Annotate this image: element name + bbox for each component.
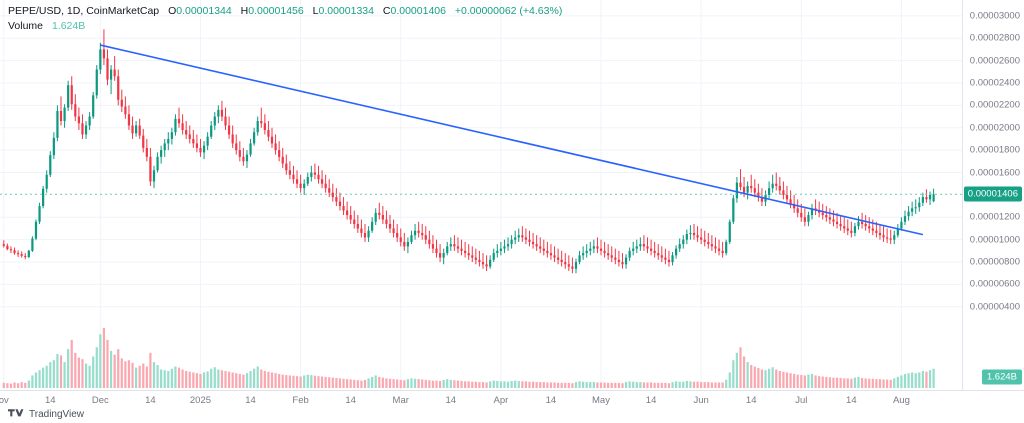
open-label: O — [168, 5, 177, 17]
price-axis-tick: 0.00001600 — [969, 167, 1020, 178]
price-axis-tick: 0.00000400 — [969, 301, 1020, 313]
time-axis[interactable]: ov 14 Dec 14 2025 14 Feb 14 Mar 14 Apr 14 May 14 Jun 14… — [0, 390, 1024, 408]
time-axis-tick: 14 — [545, 395, 557, 406]
time-axis-tick: 2025 — [189, 395, 212, 406]
legend-ohlc-row: PEPE/USD, 1D, CoinMarketCap O0.00001344 … — [8, 5, 562, 18]
price-axis-tick: 0.00001800 — [969, 144, 1020, 156]
current-volume-badge[interactable]: 1.624B — [981, 369, 1022, 385]
time-axis-tick: Mar — [392, 395, 409, 406]
time-axis-tick: Jul — [795, 395, 808, 406]
price-axis-tick: 0.00002000 — [969, 122, 1020, 134]
price-axis-tick: 0.00002400 — [969, 77, 1020, 89]
change-value: +0.00000062 (+4.63%) — [454, 5, 563, 17]
time-axis-tick: Aug — [892, 395, 910, 406]
symbol-label[interactable]: PEPE/USD, 1D, CoinMarketCap — [8, 5, 160, 17]
time-axis-tick: Jun — [693, 395, 709, 406]
chart-legend: PEPE/USD, 1D, CoinMarketCap O0.00001344 … — [8, 5, 562, 33]
open-value: 0.00001344 — [176, 5, 232, 17]
high-value: 0.00001456 — [248, 5, 304, 17]
volume-value: 1.624B — [51, 20, 86, 32]
price-axis-tick: 0.00002200 — [969, 99, 1020, 111]
time-axis-tick: 14 — [145, 395, 156, 406]
time-axis-tick: 14 — [245, 395, 256, 406]
chart-plot-area[interactable] — [0, 0, 962, 390]
time-axis-tick: ov — [0, 395, 9, 406]
price-axis-tick: 0.00000600 — [969, 278, 1020, 290]
time-axis-tick: 14 — [445, 395, 457, 406]
price-axis-tick: 0.00003000 — [969, 10, 1020, 22]
tradingview-brand-label: TradingView — [29, 409, 85, 420]
tradingview-logo[interactable]: TradingView — [8, 409, 84, 420]
low-value: 0.00001334 — [318, 5, 374, 17]
time-axis-tick: Apr — [493, 395, 509, 406]
time-axis-tick: Dec — [91, 395, 109, 406]
price-axis[interactable]: 0.00003000 0.00002800 0.00002600 0.00002400… — [962, 0, 1024, 390]
time-axis-tick: May — [592, 395, 610, 406]
current-price-badge[interactable]: 0.00001406 — [963, 186, 1022, 202]
chart-footer: TradingView — [0, 408, 1024, 423]
volume-label[interactable]: Volume — [8, 20, 44, 32]
legend-volume-row: Volume 1.624B — [8, 20, 562, 33]
high-label: H — [240, 5, 249, 17]
time-axis-tick: Feb — [292, 395, 309, 406]
time-axis-tick: 14 — [846, 395, 857, 406]
tradingview-mark-icon — [8, 409, 24, 417]
time-axis-tick: 14 — [44, 395, 56, 406]
close-label: C — [382, 5, 391, 17]
chart-overlays — [0, 44, 962, 236]
low-label: L — [312, 5, 319, 17]
price-axis-tick: 0.00001000 — [969, 234, 1020, 246]
price-axis-tick: 0.00001200 — [969, 211, 1020, 223]
candlestick-series — [2, 29, 935, 388]
time-axis-tick: 14 — [745, 395, 757, 406]
grid-lines — [0, 0, 962, 390]
close-value: 0.00001406 — [390, 5, 446, 17]
price-axis-tick: 0.00002800 — [969, 32, 1020, 44]
time-axis-tick: 14 — [345, 395, 356, 406]
price-axis-tick: 0.00000800 — [969, 256, 1020, 268]
time-axis-tick: 14 — [645, 395, 657, 406]
price-axis-tick: 0.00002600 — [969, 55, 1020, 67]
